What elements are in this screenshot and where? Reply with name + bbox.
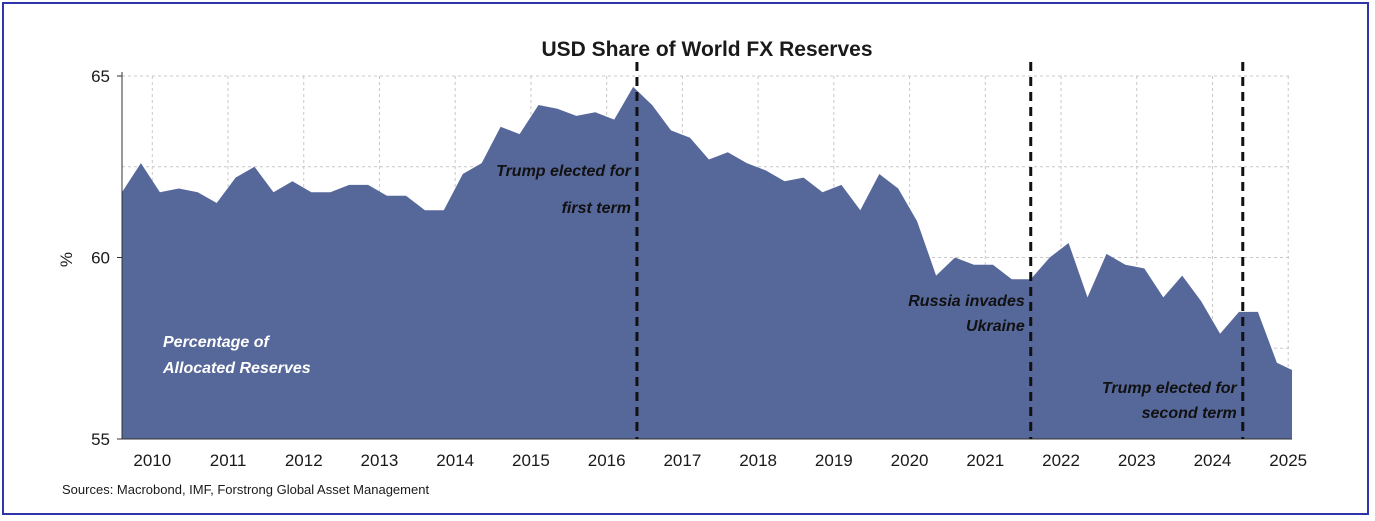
series-label: Percentage of Allocated Reserves [162, 334, 311, 377]
event-label: Ukraine [966, 318, 1025, 335]
x-tick-label: 2025 [1269, 451, 1307, 470]
x-tick-label: 2019 [815, 451, 853, 470]
series-area [122, 86, 1292, 440]
x-tick-label: 2013 [361, 451, 399, 470]
x-tick-label: 2010 [133, 451, 171, 470]
x-ticks: 2010 2011 2012 2013 2014 2015 2016 2017 2018 2019… [133, 451, 1307, 470]
axes [121, 72, 1292, 440]
series-label-line: Percentage of [163, 334, 270, 351]
x-tick-label: 2023 [1118, 451, 1156, 470]
x-tick-label: 2016 [588, 451, 626, 470]
y-ticks: 55 60 65 [91, 67, 122, 449]
chart-title: USD Share of World FX Reserves [541, 38, 872, 61]
event-label: Trump elected for [496, 163, 632, 180]
x-tick-label: 2014 [436, 451, 474, 470]
y-axis-label: % [57, 252, 76, 267]
x-tick-label: 2015 [512, 451, 550, 470]
y-tick-label: 65 [91, 67, 110, 86]
x-tick-label: 2012 [285, 451, 323, 470]
x-tick-label: 2022 [1042, 451, 1080, 470]
event-label: Russia invades [908, 293, 1025, 310]
x-tick-label: 2011 [210, 451, 247, 470]
x-tick-label: 2024 [1194, 451, 1232, 470]
x-tick-label: 2021 [966, 451, 1004, 470]
x-tick-label: 2020 [891, 451, 929, 470]
event-label: first term [562, 200, 631, 217]
event-label: second term [1142, 405, 1237, 422]
series-label-line: Allocated Reserves [162, 360, 311, 377]
x-tick-label: 2017 [663, 451, 701, 470]
area-layer [122, 86, 1292, 440]
source-note: Sources: Macrobond, IMF, Forstrong Globa… [62, 482, 430, 497]
y-tick-label: 55 [91, 430, 110, 449]
event-label: Trump elected for [1102, 380, 1238, 397]
event-markers: Trump elected for first term Russia invade… [496, 62, 1245, 439]
y-tick-label: 60 [91, 249, 110, 268]
x-tick-label: 2018 [739, 451, 777, 470]
